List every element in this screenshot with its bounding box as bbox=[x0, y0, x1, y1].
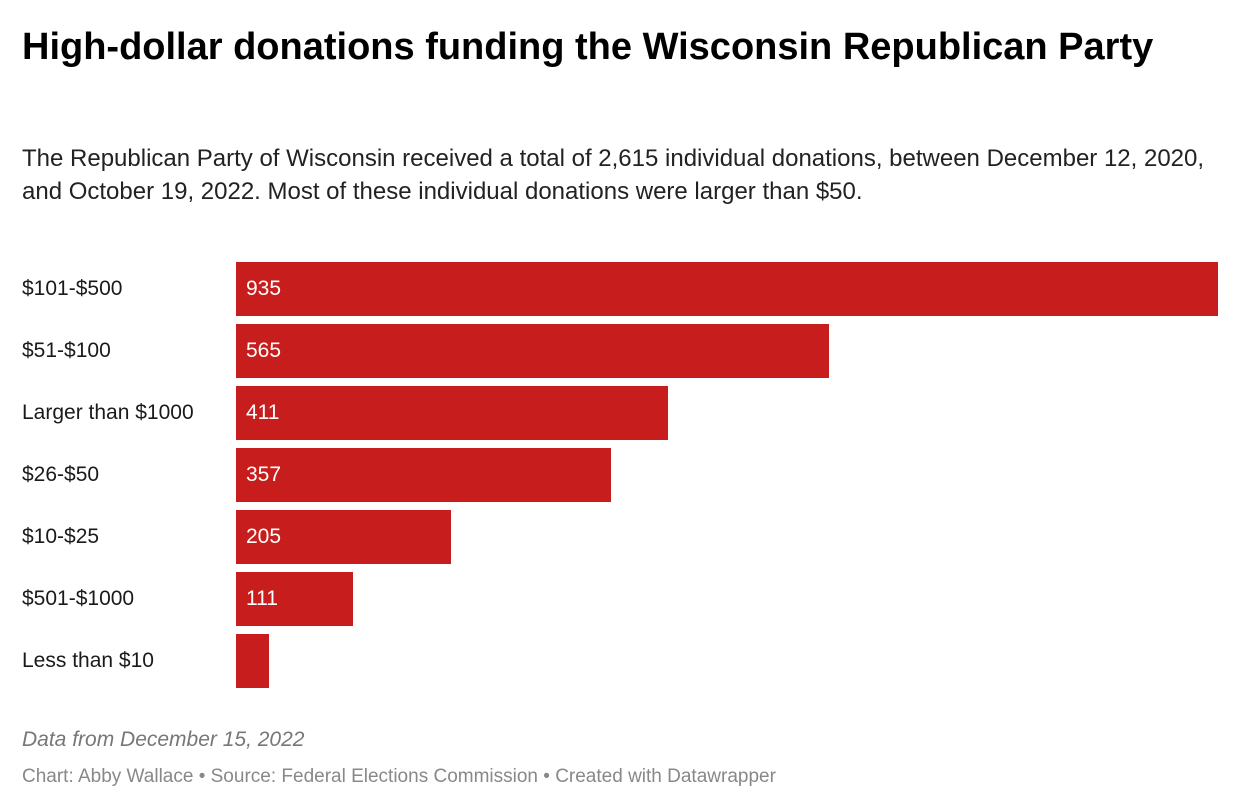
bar bbox=[236, 262, 1218, 316]
bar bbox=[236, 386, 668, 440]
bar-value-label: 111 bbox=[246, 587, 278, 610]
chart-title: High-dollar donations funding the Wiscon… bbox=[22, 26, 1154, 68]
bar bbox=[236, 510, 451, 564]
chart-notes: Data from December 15, 2022 bbox=[22, 728, 305, 751]
bar-row: $101-$500 935 bbox=[0, 262, 1240, 316]
bar-value-label: 205 bbox=[246, 525, 282, 548]
bar-row: $501-$1000 111 bbox=[0, 572, 1240, 626]
category-label: $26-$50 bbox=[22, 463, 100, 486]
category-label: $10-$25 bbox=[22, 525, 100, 548]
bar-row: Less than $10 bbox=[0, 634, 1240, 688]
bar-value-label: 565 bbox=[246, 339, 282, 362]
category-label: Less than $10 bbox=[22, 649, 154, 672]
bar-value-label: 411 bbox=[246, 401, 280, 424]
bar-row: $51-$100 565 bbox=[0, 324, 1240, 378]
bar-value-label: 357 bbox=[246, 463, 282, 486]
category-label: $501-$1000 bbox=[22, 587, 135, 610]
bar bbox=[236, 324, 829, 378]
bar-row: $10-$25 205 bbox=[0, 510, 1240, 564]
bar bbox=[236, 634, 269, 688]
category-label: $51-$100 bbox=[22, 339, 111, 362]
chart-footer: Chart: Abby Wallace • Source: Federal El… bbox=[22, 766, 776, 787]
chart-subtitle: The Republican Party of Wisconsin receiv… bbox=[22, 145, 1205, 205]
bar-value-label: 935 bbox=[246, 277, 282, 300]
bar bbox=[236, 572, 353, 626]
category-label: $101-$500 bbox=[22, 277, 123, 300]
bar-row: $26-$50 357 bbox=[0, 448, 1240, 502]
bar bbox=[236, 448, 611, 502]
bar-chart-plot: $101-$500 935 $51-$100 565 Larger than $1000… bbox=[0, 262, 1240, 690]
bar-row: Larger than $1000 411 bbox=[0, 386, 1240, 440]
category-label: Larger than $1000 bbox=[22, 401, 194, 424]
